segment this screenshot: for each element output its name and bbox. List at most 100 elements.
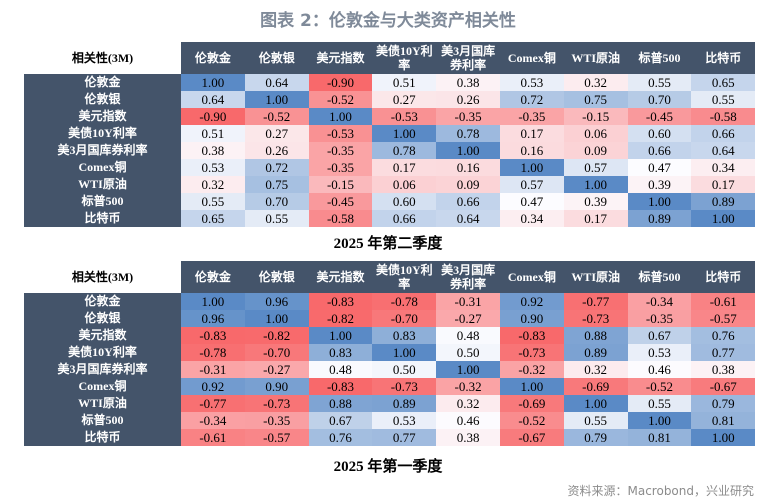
heatmap-cell: 0.70 — [627, 91, 692, 108]
heatmap-cell: 0.26 — [436, 91, 500, 108]
heatmap-cell: 0.72 — [499, 91, 564, 108]
table-row: 比特币 0.65 0.55 -0.58 0.66 0.64 0.34 0.17 0.89 1.00 — [24, 210, 756, 227]
heatmap-cell: 0.70 — [244, 193, 309, 210]
heatmap-cell: 0.53 — [372, 412, 437, 429]
heatmap-cell: 0.89 — [627, 210, 692, 227]
heatmap-cell: 0.66 — [691, 125, 756, 142]
heatmap-cell: 0.47 — [627, 159, 692, 176]
heatmap-cell: 0.48 — [308, 361, 373, 378]
heatmap-cell: 0.57 — [499, 176, 564, 193]
row-label: 美3月国库券利率 — [24, 361, 181, 378]
column-header: 美元指数 — [308, 42, 373, 74]
column-header: 伦敦银 — [244, 261, 309, 293]
heatmap-cell: 0.50 — [372, 361, 437, 378]
heatmap-cell: 0.27 — [372, 91, 437, 108]
column-header: Comex铜 — [499, 261, 564, 293]
column-header: WTI原油 — [563, 42, 628, 74]
table-row: 伦敦金 1.00 0.64 -0.90 0.51 0.38 0.53 0.32 0.55 0.65 — [24, 74, 756, 91]
heatmap-cell: 1.00 — [244, 91, 309, 108]
heatmap-cell: -0.61 — [691, 293, 756, 310]
heatmap-cell: -0.77 — [563, 293, 628, 310]
heatmap-cell: -0.52 — [244, 108, 309, 125]
heatmap-cell: 0.60 — [372, 193, 437, 210]
heatmap-cell: 1.00 — [563, 395, 628, 412]
heatmap-cell: 0.64 — [244, 74, 309, 91]
row-label: Comex铜 — [24, 378, 181, 395]
table-row: 比特币 -0.61 -0.57 0.76 0.77 0.38 -0.67 0.79 0.81 1.… — [24, 429, 756, 446]
column-header: 伦敦金 — [181, 42, 245, 74]
heatmap-cell: -0.67 — [499, 429, 564, 446]
heatmap-cell: -0.69 — [563, 378, 628, 395]
row-label: 比特币 — [24, 429, 181, 446]
heatmap-cell: 0.32 — [181, 176, 245, 193]
table-row: 美债10Y利率 0.51 0.27 -0.53 1.00 0.78 0.17 0.06 0.60… — [24, 125, 756, 142]
heatmap-cell: 1.00 — [627, 193, 692, 210]
heatmap-cell: 1.00 — [499, 378, 564, 395]
heatmap-cell: -0.35 — [244, 412, 309, 429]
column-header: 美3月国库券利率 — [436, 261, 500, 293]
heatmap-cell: 0.79 — [563, 429, 628, 446]
heatmap-cell: 0.83 — [308, 344, 373, 361]
column-header: 美3月国库券利率 — [436, 42, 500, 74]
heatmap-cell: 0.17 — [372, 159, 437, 176]
heatmap-cell: 0.39 — [563, 193, 628, 210]
column-header: Comex铜 — [499, 42, 564, 74]
heatmap-cell: 0.77 — [372, 429, 437, 446]
table-row: 标普500 0.55 0.70 -0.45 0.60 0.66 0.47 0.39 1.00 0.… — [24, 193, 756, 210]
heatmap-cell: 0.16 — [436, 159, 500, 176]
row-label: 伦敦银 — [24, 91, 181, 108]
heatmap-cell: -0.53 — [372, 108, 437, 125]
heatmap-cell: 0.16 — [499, 142, 564, 159]
heatmap-cell: -0.82 — [308, 310, 373, 327]
heatmap-cell: 0.34 — [691, 159, 756, 176]
column-header: 标普500 — [627, 261, 692, 293]
heatmap-cell: 0.55 — [244, 210, 309, 227]
column-header: 美债10Y利率 — [372, 42, 437, 74]
heatmap-cell: 0.90 — [499, 310, 564, 327]
heatmap-cell: 0.78 — [436, 125, 500, 142]
heatmap-cell: 0.81 — [691, 412, 756, 429]
heatmap-cell: 1.00 — [691, 210, 756, 227]
heatmap-cell: -0.45 — [627, 108, 692, 125]
correlation-table-q1: 相关性(3M) 伦敦金 伦敦银 美元指数 美债10Y利率 美3月国库券利率 Comex铜 WT… — [24, 261, 756, 446]
heatmap-cell: 0.50 — [436, 344, 500, 361]
correlation-table-q2: 相关性(3M) 伦敦金 伦敦银 美元指数 美债10Y利率 美3月国库券利率 Comex铜 WT… — [24, 42, 756, 227]
heatmap-cell: 0.38 — [181, 142, 245, 159]
heatmap-cell: 0.89 — [372, 395, 437, 412]
table-row: Comex铜 0.92 0.90 -0.83 -0.73 -0.32 1.00 -0.69 -0… — [24, 378, 756, 395]
heatmap-cell: -0.35 — [436, 108, 500, 125]
heatmap-cell: 0.55 — [563, 412, 628, 429]
heatmap-cell: -0.31 — [181, 361, 245, 378]
heatmap-cell: 0.32 — [563, 74, 628, 91]
row-label: 标普500 — [24, 412, 181, 429]
heatmap-cell: 0.66 — [372, 210, 437, 227]
heatmap-cell: -0.32 — [499, 361, 564, 378]
heatmap-cell: -0.67 — [691, 378, 756, 395]
heatmap-cell: 0.53 — [181, 159, 245, 176]
row-label: 伦敦金 — [24, 74, 181, 91]
heatmap-cell: 0.81 — [627, 429, 692, 446]
row-label: WTI原油 — [24, 395, 181, 412]
heatmap-cell: 1.00 — [372, 344, 437, 361]
heatmap-cell: 1.00 — [181, 74, 245, 91]
heatmap-cell: -0.83 — [181, 327, 245, 344]
table-row: 美元指数 -0.90 -0.52 1.00 -0.53 -0.35 -0.35 -0.15 -0… — [24, 108, 756, 125]
heatmap-cell: -0.32 — [436, 378, 500, 395]
heatmap-cell: -0.27 — [436, 310, 500, 327]
heatmap-cell: -0.27 — [244, 361, 309, 378]
heatmap-cell: 0.27 — [244, 125, 309, 142]
heatmap-cell: -0.34 — [181, 412, 245, 429]
heatmap-cell: 0.65 — [691, 74, 756, 91]
table-caption-q2: 2025 年第二季度 — [333, 236, 443, 252]
heatmap-cell: -0.90 — [181, 108, 245, 125]
heatmap-cell: 0.79 — [691, 395, 756, 412]
heatmap-cell: -0.35 — [499, 108, 564, 125]
heatmap-cell: -0.61 — [181, 429, 245, 446]
heatmap-cell: -0.83 — [499, 327, 564, 344]
heatmap-cell: 0.32 — [563, 361, 628, 378]
heatmap-cell: -0.35 — [308, 159, 373, 176]
heatmap-cell: -0.15 — [563, 108, 628, 125]
heatmap-cell: 0.17 — [499, 125, 564, 142]
column-header: 美元指数 — [308, 261, 373, 293]
figure-title: 图表 2：伦敦金与大类资产相关性 — [260, 11, 516, 31]
